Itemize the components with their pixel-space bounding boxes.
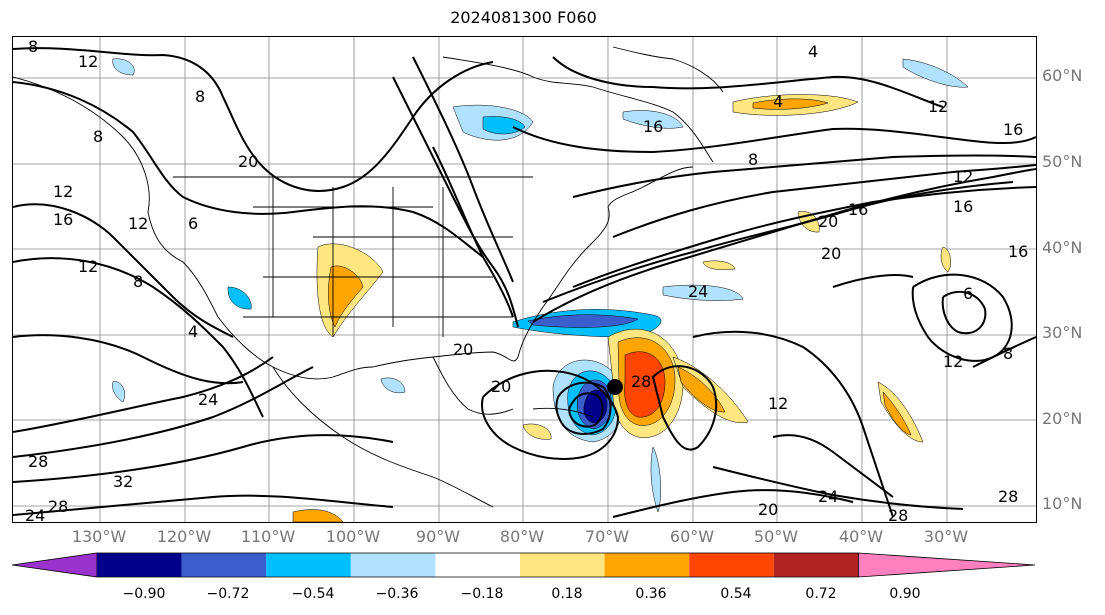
lon-label: 70°W bbox=[584, 527, 630, 546]
colorbar-tick-label: 0.72 bbox=[805, 586, 837, 602]
storm-center-marker bbox=[607, 379, 623, 395]
lat-label: 50°N bbox=[1042, 152, 1083, 171]
contour-label: 12 bbox=[928, 97, 948, 116]
colorbar-tick-label: −0.72 bbox=[206, 586, 250, 602]
graticule bbox=[13, 37, 1036, 522]
contour-label: 24 bbox=[688, 282, 708, 301]
contour-label: 24 bbox=[25, 506, 45, 522]
contour-label: 24 bbox=[198, 390, 218, 409]
contour-label: 16 bbox=[53, 210, 73, 229]
lon-label: 100°W bbox=[325, 527, 381, 546]
contour-label: 8 bbox=[195, 87, 205, 106]
colorbar-tick-label: −0.54 bbox=[291, 586, 335, 602]
colorbar-tick-label: −0.36 bbox=[375, 586, 419, 602]
colorbar-tick-label: −0.90 bbox=[122, 586, 166, 602]
lon-label: 50°W bbox=[753, 527, 799, 546]
contour-label: 8 bbox=[28, 37, 38, 56]
colorbar-segment bbox=[266, 553, 351, 577]
contour-label: 20 bbox=[758, 500, 778, 519]
contour-label: 16 bbox=[848, 200, 868, 219]
colorbar-segment bbox=[858, 552, 1036, 578]
colorbar-tick-label: 0.36 bbox=[635, 586, 667, 602]
contour-label: 12 bbox=[953, 167, 973, 186]
contour-label: 28 bbox=[631, 372, 651, 391]
coastlines bbox=[13, 46, 724, 508]
lon-label: 60°W bbox=[669, 527, 715, 546]
contour-label: 4 bbox=[188, 322, 198, 341]
contour-label: 12 bbox=[128, 214, 148, 233]
colorbar-segment bbox=[97, 553, 182, 577]
contour-label: 12 bbox=[78, 52, 98, 71]
lon-label: 80°W bbox=[499, 527, 545, 546]
lat-label: 40°N bbox=[1042, 238, 1083, 257]
contour-lines bbox=[13, 47, 1036, 518]
contour-label: 16 bbox=[953, 197, 973, 216]
colorbar-segment bbox=[435, 553, 520, 577]
lon-label: 130°W bbox=[71, 527, 127, 546]
colorbar-segment bbox=[520, 553, 605, 577]
lat-label: 60°N bbox=[1042, 66, 1083, 85]
contour-label: 20 bbox=[818, 212, 838, 231]
lon-label: 90°W bbox=[415, 527, 461, 546]
contour-label: 12 bbox=[768, 394, 788, 413]
lon-label: 120°W bbox=[156, 527, 212, 546]
contour-label: 4 bbox=[773, 92, 783, 111]
shaded-field bbox=[112, 58, 969, 522]
contour-label: 8 bbox=[1003, 344, 1013, 363]
contour-label: 8 bbox=[748, 150, 758, 169]
contour-label: 12 bbox=[943, 352, 963, 371]
contour-label: 20 bbox=[491, 377, 511, 396]
contour-label: 28 bbox=[28, 452, 48, 471]
contour-label-group: 8 12 8 4 8 4 16 12 16 8 20 12 16 12 6 12… bbox=[25, 37, 1028, 522]
lat-label: 20°N bbox=[1042, 409, 1083, 428]
colorbar-tick-label: 0.18 bbox=[551, 586, 583, 602]
colorbar-segment bbox=[11, 552, 98, 578]
contour-label: 12 bbox=[53, 182, 73, 201]
contour-label: 4 bbox=[808, 42, 818, 61]
contour-label: 28 bbox=[888, 506, 908, 522]
colorbar-tick-label: 0.90 bbox=[889, 586, 921, 602]
colorbar-segment bbox=[773, 553, 859, 577]
contour-label: 6 bbox=[188, 214, 198, 233]
contour-label: 6 bbox=[963, 284, 973, 303]
map-panel: 8 12 8 4 8 4 16 12 16 8 20 12 16 12 6 12… bbox=[12, 36, 1037, 523]
colorbar-segment bbox=[604, 553, 690, 577]
lat-label: 10°N bbox=[1042, 494, 1083, 513]
figure-title: 2024081300 F060 bbox=[450, 8, 597, 27]
lon-label: 30°W bbox=[923, 527, 969, 546]
colorbar-graphic bbox=[11, 552, 1036, 578]
contour-label: 20 bbox=[453, 340, 473, 359]
colorbar bbox=[0, 551, 1105, 615]
colorbar-tick-label: 0.54 bbox=[720, 586, 752, 602]
contour-label: 28 bbox=[998, 487, 1018, 506]
contour-label: 28 bbox=[48, 497, 68, 516]
colorbar-segment bbox=[689, 553, 774, 577]
contour-label: 20 bbox=[238, 152, 258, 171]
contour-label: 12 bbox=[78, 257, 98, 276]
contour-label: 16 bbox=[1003, 120, 1023, 139]
contour-label: 24 bbox=[818, 487, 838, 506]
lat-label: 30°N bbox=[1042, 323, 1083, 342]
lon-label: 110°W bbox=[240, 527, 296, 546]
colorbar-segment bbox=[181, 553, 267, 577]
colorbar-segment bbox=[350, 553, 436, 577]
contour-label: 16 bbox=[643, 117, 663, 136]
colorbar-tick-label: −0.18 bbox=[460, 586, 504, 602]
contour-label: 20 bbox=[821, 244, 841, 263]
contour-label: 8 bbox=[93, 127, 103, 146]
lon-label: 40°W bbox=[838, 527, 884, 546]
contour-label: 32 bbox=[113, 472, 133, 491]
map-canvas: 8 12 8 4 8 4 16 12 16 8 20 12 16 12 6 12… bbox=[13, 37, 1036, 522]
contour-label: 16 bbox=[1008, 242, 1028, 261]
contour-label: 8 bbox=[133, 272, 143, 291]
